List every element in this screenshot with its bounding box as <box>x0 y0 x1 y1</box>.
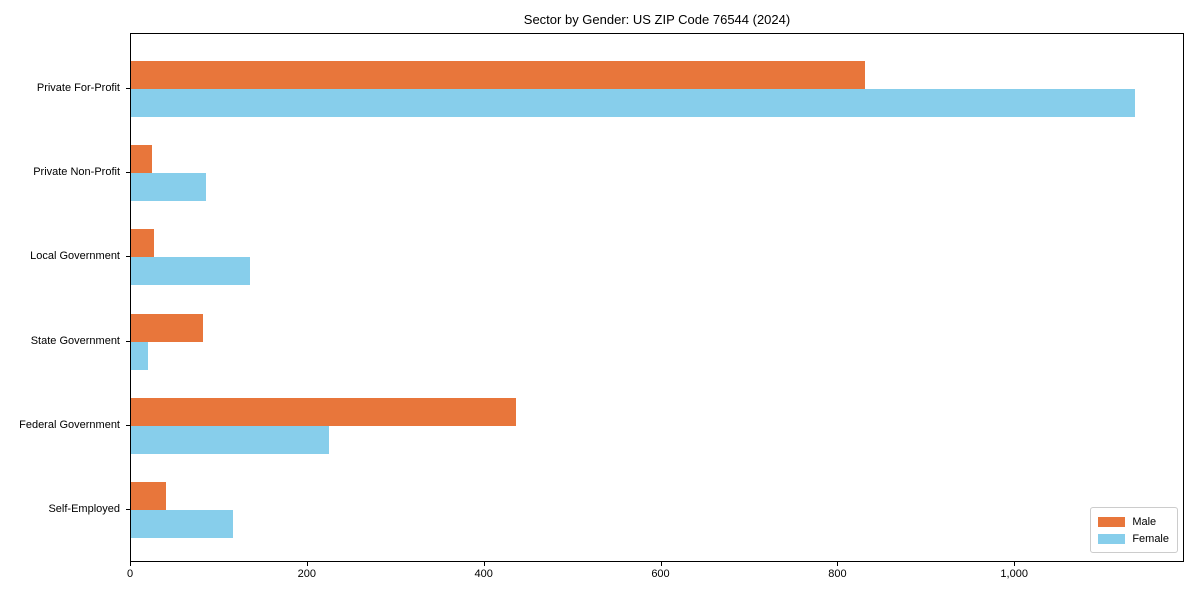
x-tick-0 <box>130 562 131 566</box>
category-label: Private For-Profit <box>36 82 120 94</box>
x-tick-label: 1,000 <box>1000 568 1028 580</box>
legend-label-female: Female <box>1132 532 1169 545</box>
bar-male-5 <box>131 397 516 426</box>
y-tick-3 <box>126 256 130 258</box>
legend-item-male: Male <box>1098 513 1169 530</box>
x-tick-200 <box>306 562 308 566</box>
y-tick-1 <box>126 88 130 89</box>
category-label: Federal Government <box>19 418 120 431</box>
x-tick-1,000 <box>1014 562 1016 566</box>
bar-female-4 <box>131 341 148 370</box>
legend-item-female: Female <box>1098 530 1169 547</box>
legend-swatch-female <box>1098 533 1126 544</box>
x-tick-600 <box>660 562 662 566</box>
plot-area: Male Female <box>130 33 1184 562</box>
bar-male-1 <box>131 61 865 89</box>
bar-female-6 <box>131 510 233 538</box>
y-tick-5 <box>126 424 130 426</box>
bar-female-2 <box>131 173 207 202</box>
bar-female-3 <box>131 257 251 286</box>
bar-male-2 <box>131 145 153 174</box>
category-label: State Government <box>30 334 120 347</box>
x-tick-800 <box>837 562 839 566</box>
category-label: Local Government <box>30 250 120 263</box>
bar-male-6 <box>131 482 166 510</box>
bar-male-4 <box>131 313 203 342</box>
y-tick-2 <box>126 172 130 174</box>
category-label: Self-Employed <box>48 503 120 515</box>
x-tick-label: 0 <box>126 568 134 580</box>
legend-label-male: Male <box>1132 515 1157 528</box>
y-tick-4 <box>126 340 130 342</box>
x-tick-label: 400 <box>474 568 493 580</box>
x-tick-label: 800 <box>828 568 847 580</box>
x-tick-400 <box>483 562 485 566</box>
y-tick-6 <box>126 509 130 510</box>
x-tick-label: 200 <box>297 568 316 580</box>
bar-male-3 <box>131 229 154 258</box>
bar-female-1 <box>131 89 1135 117</box>
legend-swatch-male <box>1098 516 1126 527</box>
legend: Male Female <box>1090 507 1178 553</box>
category-label: Private Non-Profit <box>33 166 120 179</box>
x-tick-label: 600 <box>651 568 670 580</box>
bar-female-5 <box>131 425 330 454</box>
chart-title: Sector by Gender: US ZIP Code 76544 (202… <box>523 12 791 27</box>
